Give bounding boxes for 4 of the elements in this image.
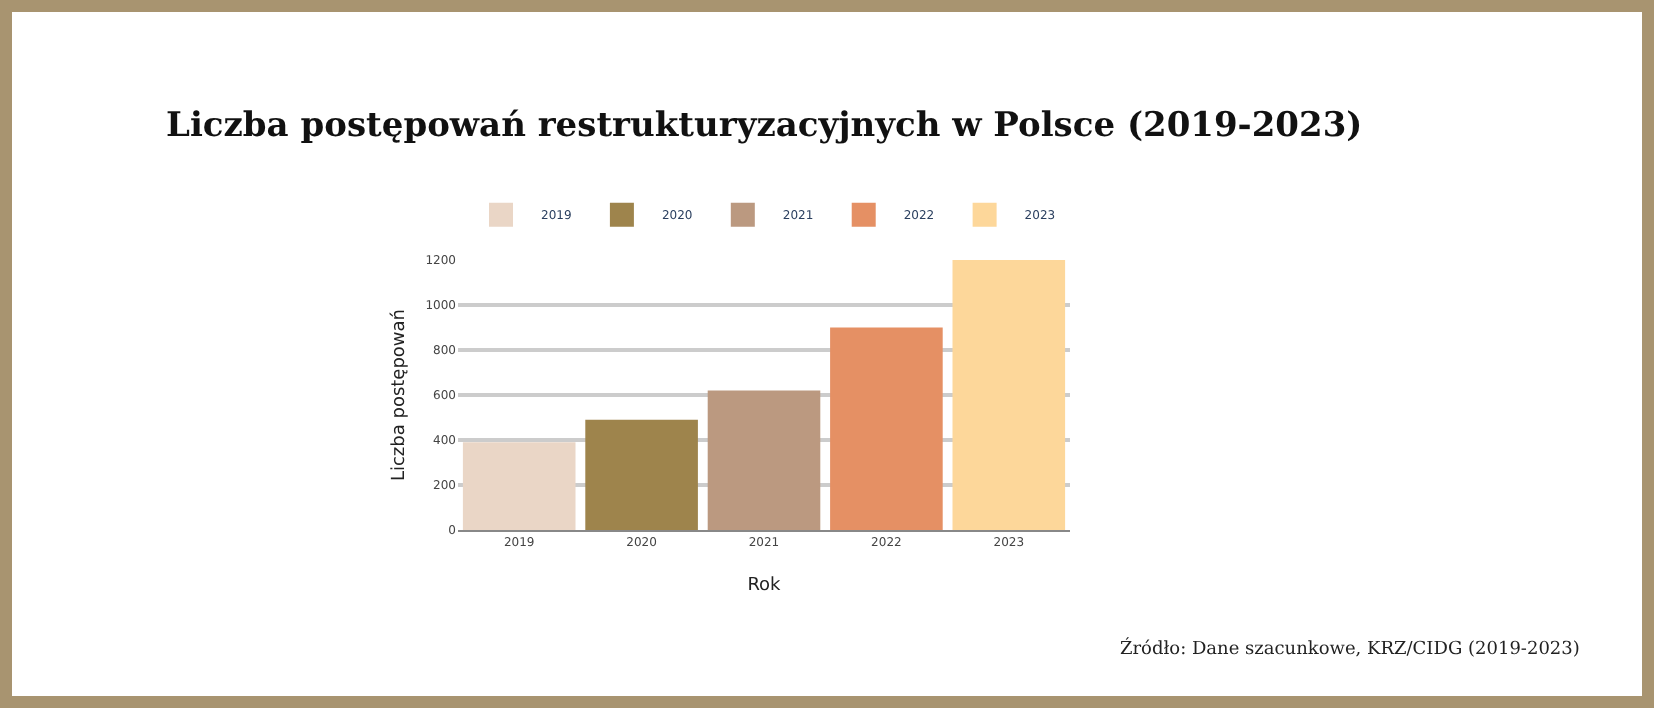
x-axis-title: Rok <box>747 576 783 596</box>
text: Źródło: Dane szacunkowe, KRZ/CIDG (2019-2023) <box>1120 636 1580 660</box>
chart-title: Liczba postępowań restrukturyzacyjnych w Polsce (2019-2023) <box>166 105 1363 146</box>
y-axis-title: Liczba postępowań <box>388 308 411 482</box>
